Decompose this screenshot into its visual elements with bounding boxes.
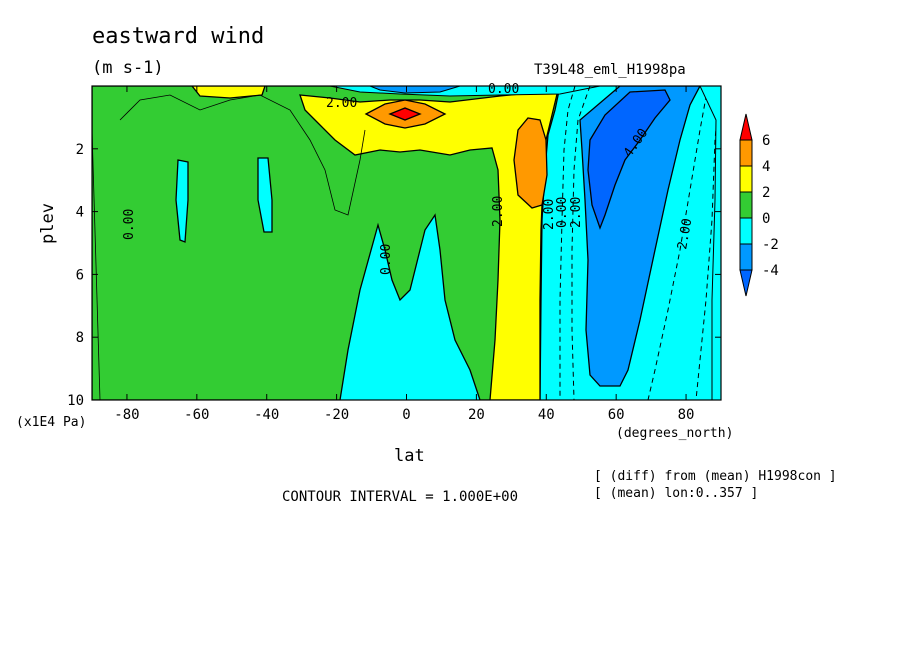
contour-label-2: 0.00 — [379, 244, 394, 275]
chart-title: eastward wind — [92, 24, 265, 49]
filled-contours — [92, 86, 721, 400]
colorbar-segment — [739, 139, 753, 167]
region-positive-max — [388, 107, 422, 121]
region-highlat-edge — [699, 86, 721, 400]
contour-label-3: 2.00 — [326, 96, 357, 111]
x-tick-label: 20 — [468, 407, 485, 423]
region-highlat-min — [587, 89, 671, 230]
x-tick-label: -20 — [324, 407, 349, 423]
region-negative-island-1 — [175, 159, 189, 243]
y-tick-label: 2 — [76, 142, 84, 158]
region-positive-strong-1 — [513, 117, 548, 209]
colorbar-segment — [739, 191, 753, 219]
region-negative-island-2 — [257, 157, 273, 233]
colorbar-label: -2 — [762, 237, 779, 253]
thin-contour-1 — [119, 94, 366, 216]
x-tick-label: 80 — [678, 407, 695, 423]
contour-label-7: 2.00 — [569, 197, 584, 228]
dashed-contour-1 — [559, 86, 576, 400]
x-tick-label: 40 — [538, 407, 555, 423]
x-tick-label: 0 — [402, 407, 410, 423]
colorbar-label: 2 — [762, 185, 770, 201]
x-axis-unit: (degrees_north) — [616, 426, 734, 441]
y-tick-label: 4 — [76, 205, 84, 221]
thin-contour-2 — [92, 129, 101, 400]
colorbar-label: 6 — [762, 133, 770, 149]
y-tick-label: 6 — [76, 267, 84, 283]
colorbar-segment — [739, 243, 753, 271]
colorbar-label: 4 — [762, 159, 770, 175]
x-tick-label: 60 — [608, 407, 625, 423]
diff-note: [ (diff) from (mean) H1998con ] — [594, 469, 837, 484]
region-top-negative-strong — [369, 86, 461, 94]
colorbar: 6 4 2 0 -2 -4 — [739, 113, 779, 297]
colorbar-segment — [739, 217, 753, 245]
x-tick-label: -60 — [184, 407, 209, 423]
y-tick-label: 8 — [76, 330, 84, 346]
colorbar-segment — [739, 165, 753, 193]
dashed-contour-4 — [647, 86, 709, 400]
run-id: T39L48_eml_H1998pa — [534, 62, 686, 78]
dashed-contour-2 — [571, 86, 591, 400]
x-axis: -80 -60 -40 -20 0 20 40 60 80 — [114, 86, 694, 423]
chart-units: (m s-1) — [92, 58, 164, 78]
x-axis-label: lat — [394, 446, 425, 466]
x-tick-label: -80 — [114, 407, 139, 423]
contour-label-6: 0.00 — [555, 197, 570, 228]
colorbar-top-arrow — [739, 113, 753, 141]
colorbar-label: 0 — [762, 211, 770, 227]
y-axis-unit: (x1E4 Pa) — [16, 415, 87, 430]
y-axis: 2 4 6 8 10 — [67, 142, 721, 409]
contour-label-4: 2.00 — [491, 196, 506, 227]
contour-label-10: 0.00 — [488, 82, 519, 97]
x-tick-label: -40 — [254, 407, 279, 423]
contour-label-1: 0.00 — [122, 209, 137, 240]
contour-label-9: 2.00 — [675, 217, 695, 250]
region-positive-cap — [191, 86, 266, 99]
colorbar-bottom-arrow — [739, 269, 753, 297]
colorbar-label: -4 — [762, 263, 779, 279]
contour-interval: CONTOUR INTERVAL = 1.000E+00 — [282, 489, 519, 505]
mean-note: [ (mean) lon:0..357 ] — [594, 486, 759, 501]
contour-label-5: 2.00 — [542, 199, 557, 230]
y-tick-label: 10 — [67, 393, 84, 409]
